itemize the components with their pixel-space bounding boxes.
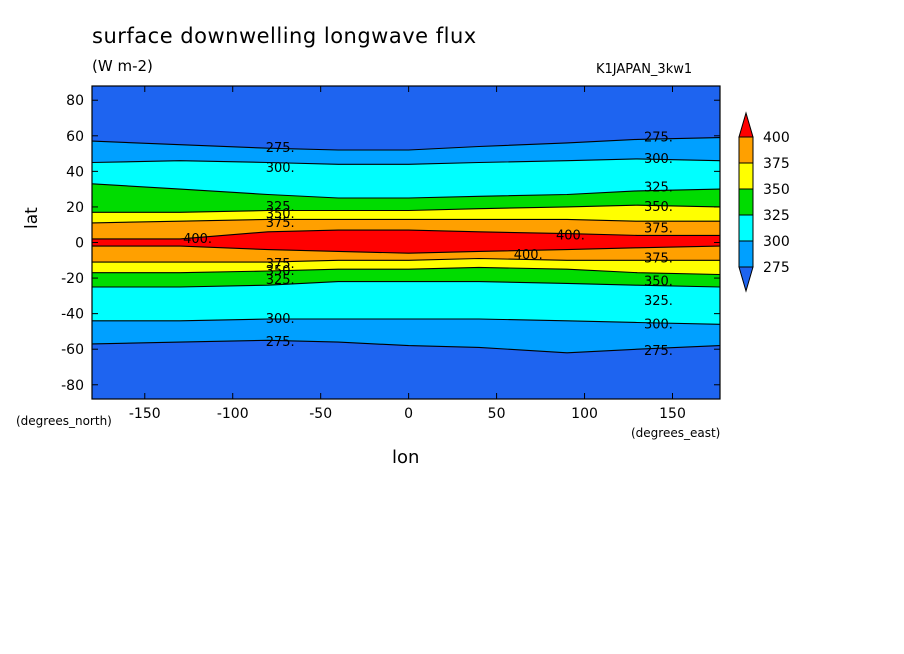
contour-line-350-north	[92, 204, 720, 213]
run-name: K1JAPAN_3kw1	[596, 62, 693, 77]
contour-label: 400.	[514, 248, 543, 263]
contour-label: 300.	[644, 317, 673, 332]
colorbar-label: 400	[763, 130, 790, 146]
colorbar-box	[738, 240, 754, 268]
y-tick-label: 20	[66, 200, 84, 216]
contour-line-375-south	[92, 257, 720, 263]
colorbar-box	[738, 136, 754, 164]
contour-label: 275.	[644, 344, 673, 359]
y-tick-label: 80	[66, 93, 84, 109]
x-tick-label: -50	[309, 406, 332, 422]
colorbar-box	[738, 162, 754, 190]
y-tick-label: -80	[61, 378, 84, 394]
colorbar-label: 325	[763, 208, 790, 224]
contour-label: 300.	[266, 312, 295, 327]
y-tick-label: 60	[66, 129, 84, 145]
colorbar-box	[738, 188, 754, 216]
x-tick-label: 100	[571, 406, 598, 422]
contour-label: 375.	[266, 216, 295, 231]
colorbar-label: 375	[763, 156, 790, 172]
colorbar-arrow-top	[738, 111, 754, 138]
contour-line-325-north	[92, 183, 720, 199]
x-tick-label: -150	[129, 406, 161, 422]
contour-label: 275.	[266, 141, 295, 156]
y-tick-label: -40	[61, 307, 84, 323]
contour-line-275-south	[92, 339, 720, 354]
y-tick-label: -20	[61, 271, 84, 287]
y-tick-label: 0	[75, 236, 84, 252]
contour-label: 350.	[266, 264, 295, 279]
contour-line-300-south	[92, 318, 720, 325]
contour-line-325-south	[92, 281, 720, 288]
y-tick-label: 40	[66, 164, 84, 180]
contour-label: 300.	[266, 161, 295, 176]
contour-label: 325.	[644, 294, 673, 309]
contour-label: 275.	[644, 131, 673, 146]
contour-line-400-north	[92, 229, 720, 240]
contour-label: 375.	[266, 257, 295, 272]
contour-label: 375.	[644, 252, 673, 267]
colorbar-label: 300	[763, 234, 790, 250]
contour-label: 375.	[644, 221, 673, 236]
contour-label: 300.	[644, 152, 673, 167]
colorbar: 400 375 350 325 300 275	[738, 111, 790, 293]
axes: -150 -100 -50 0 50 100 150 -80 -60 -40 -20 0 20 40 60 8…	[61, 86, 720, 422]
contour-label: 325.	[644, 180, 673, 195]
contour-line-300-north	[92, 158, 720, 165]
x-axis-units: (degrees_east)	[631, 426, 721, 440]
contour-line-350-south	[92, 266, 720, 276]
contour-label: 325.	[266, 273, 295, 288]
contour-label: 350.	[644, 200, 673, 215]
contour-label: 350.	[644, 275, 673, 290]
colorbar-box	[738, 214, 754, 242]
contour-label: 325.	[266, 200, 295, 215]
fill-above-400	[92, 230, 720, 254]
contour-line-400-south	[92, 245, 720, 254]
colorbar-label: 350	[763, 182, 790, 198]
contour-labels: 275.300.325.350.375.400.375.350.325.300.…	[183, 131, 673, 359]
contour-label: 400.	[556, 228, 585, 243]
contour-label: 350.	[266, 207, 295, 222]
contour-line-275-north	[92, 137, 720, 151]
x-tick-label: 150	[659, 406, 686, 422]
colorbar-arrow-bottom	[738, 266, 754, 293]
contour-label: 400.	[183, 232, 212, 247]
y-tick-label: -60	[61, 342, 84, 358]
x-tick-label: -100	[217, 406, 249, 422]
contour-line-375-north	[92, 218, 720, 224]
y-axis-units: (degrees_north)	[16, 414, 112, 428]
x-tick-label: 0	[404, 406, 413, 422]
contour-label: 275.	[266, 335, 295, 350]
x-tick-label: 50	[488, 406, 506, 422]
chart-title: surface downwelling longwave flux	[92, 24, 477, 48]
chart-units: (W m-2)	[92, 57, 153, 75]
colorbar-label: 275	[763, 260, 790, 276]
contour-lines	[92, 137, 720, 354]
x-axis-label: lon	[392, 447, 420, 468]
